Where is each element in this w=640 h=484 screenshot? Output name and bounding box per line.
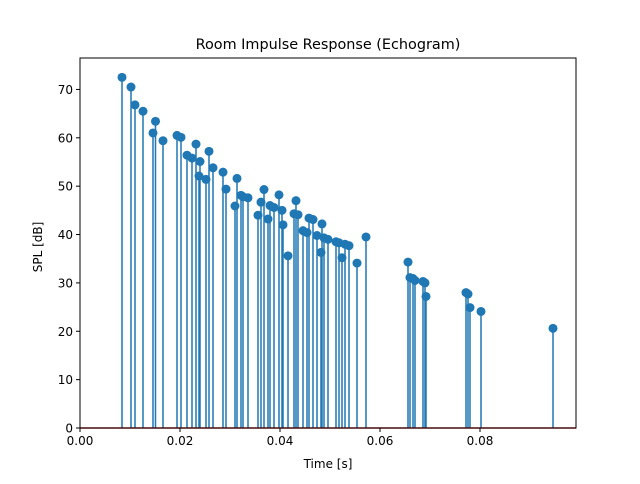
stem-marker — [196, 157, 205, 166]
stem-marker — [231, 202, 240, 211]
stem-marker — [464, 290, 473, 299]
stem-marker — [404, 258, 413, 267]
stem-marker — [260, 185, 269, 194]
stem-marker — [317, 248, 326, 257]
y-tick-label: 30 — [58, 276, 73, 290]
stem-marker — [127, 83, 136, 92]
stem-marker — [139, 107, 148, 116]
y-tick-label: 20 — [58, 325, 73, 339]
stem-marker — [118, 73, 127, 82]
stem-marker — [159, 136, 168, 145]
y-tick-label: 60 — [58, 131, 73, 145]
stem-marker — [477, 307, 486, 316]
stem-marker — [275, 190, 284, 199]
x-tick-label: 0.06 — [367, 434, 394, 448]
stem-marker — [362, 232, 371, 241]
stem-marker — [233, 174, 242, 183]
y-axis-label: SPL [dB] — [31, 222, 45, 273]
stem-marker — [264, 215, 273, 224]
stem-marker — [345, 241, 354, 250]
stem-marker — [188, 154, 197, 163]
stem-marker — [270, 203, 279, 212]
stem-marker — [303, 228, 312, 237]
y-tick-label: 10 — [58, 373, 73, 387]
stem-marker — [549, 324, 558, 333]
stem-marker — [279, 220, 288, 229]
x-tick-label: 0.08 — [467, 434, 494, 448]
stem-marker — [257, 198, 266, 207]
x-tick-label: 0.04 — [267, 434, 294, 448]
x-tick-label: 0.02 — [167, 434, 194, 448]
stem-marker — [205, 147, 214, 156]
stem-marker — [192, 140, 201, 149]
stem-marker — [422, 292, 431, 301]
stem-marker — [318, 219, 327, 228]
stem-marker — [177, 133, 186, 142]
x-axis-label: Time [s] — [303, 457, 353, 471]
stem-marker — [284, 251, 293, 260]
stem-marker — [338, 253, 347, 262]
stem-marker — [292, 196, 301, 205]
stem-marker — [131, 100, 140, 109]
stem-marker — [421, 278, 430, 287]
stem-marker — [466, 303, 475, 312]
stem-marker — [309, 215, 318, 224]
y-tick-label: 40 — [58, 228, 73, 242]
stem-marker — [244, 193, 253, 202]
stem-marker — [209, 163, 218, 172]
stem-marker — [324, 235, 333, 244]
y-tick-label: 70 — [58, 83, 73, 97]
stem-marker — [151, 117, 160, 126]
stem-marker — [219, 168, 228, 177]
stem-marker — [294, 210, 303, 219]
y-tick-label: 0 — [65, 422, 73, 436]
y-tick-label: 50 — [58, 180, 73, 194]
stem-marker — [411, 276, 420, 285]
stem-marker — [353, 259, 362, 268]
stem-marker — [222, 185, 231, 194]
stem-marker — [278, 206, 287, 215]
stem-marker — [149, 128, 158, 137]
chart-title: Room Impulse Response (Echogram) — [196, 37, 461, 53]
stem-marker — [254, 211, 263, 220]
stem-marker — [202, 175, 211, 184]
x-tick-label: 0.00 — [67, 434, 94, 448]
